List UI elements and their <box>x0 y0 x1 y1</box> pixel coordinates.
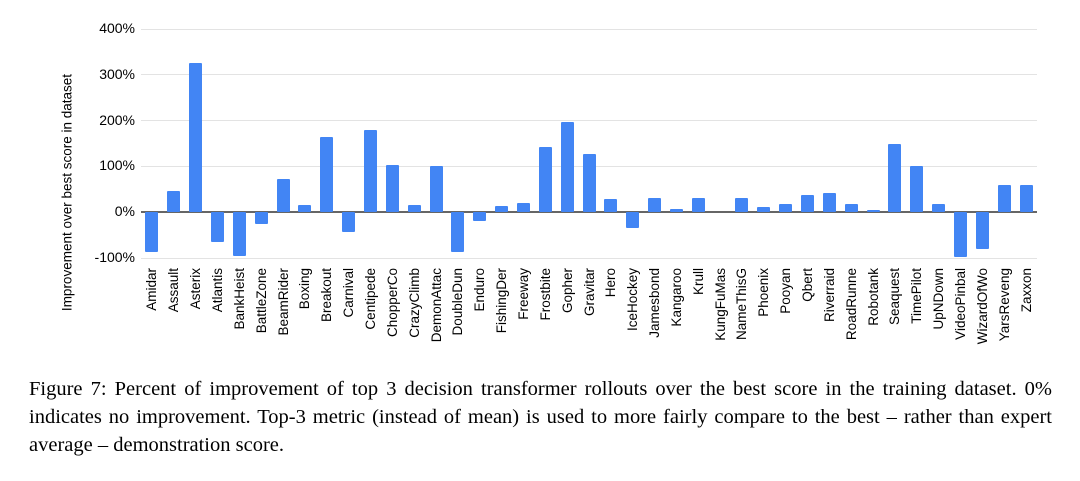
bar-Pooyan <box>779 204 793 213</box>
bar-RoadRunne <box>844 204 858 213</box>
bar-BankHeist <box>232 212 246 257</box>
x-axis-label: BeamRider <box>275 268 291 336</box>
y-tick-label: 300% <box>99 65 135 82</box>
x-axis-label: RoadRunne <box>843 268 859 341</box>
y-tick-label: 100% <box>99 157 135 174</box>
bar-Gopher <box>560 122 574 213</box>
y-tick-label: 0% <box>114 203 135 220</box>
x-axis-label: Zaxxon <box>1018 268 1034 313</box>
x-axis-label: BattleZone <box>253 268 269 334</box>
x-axis-label: Gravitar <box>581 268 597 317</box>
x-axis-label: DemonAttac <box>428 268 444 343</box>
x-axis-label: Qbert <box>800 268 816 302</box>
bar-Jamesbond <box>648 198 662 213</box>
x-axis-label: Amidar <box>144 268 160 311</box>
x-axis-label: Kangaroo <box>668 268 684 327</box>
x-axis-label: IceHockey <box>625 268 641 332</box>
x-axis-label: Gopher <box>559 268 575 314</box>
x-axis-label: Robotank <box>865 268 881 326</box>
bar-Atlantis <box>210 212 224 243</box>
x-axis-label: Centipede <box>362 268 378 330</box>
bar-DemonAttac <box>429 165 443 213</box>
x-axis-label: Krull <box>690 268 706 296</box>
x-axis-label: Freeway <box>515 268 531 320</box>
x-axis-label: Boxing <box>297 268 313 310</box>
x-axis-label: Seaquest <box>887 268 903 326</box>
bar-Kangaroo <box>669 209 683 213</box>
bar-UpNDown <box>932 204 946 213</box>
y-tick-label: -100% <box>94 249 135 265</box>
y-tick-label: 400% <box>99 20 135 36</box>
x-axis-label: Assault <box>166 268 182 313</box>
bar-BeamRider <box>276 179 290 213</box>
bar-YarsReveng <box>997 185 1011 213</box>
gridline <box>141 28 1037 30</box>
x-axis-label: Riverraid <box>821 268 837 323</box>
bar-Seaquest <box>888 144 902 213</box>
bar-VideoPinbal <box>954 212 967 258</box>
x-axis-label: Phoenix <box>756 268 772 317</box>
bar-Gravitar <box>582 154 596 213</box>
bar-Zaxxon <box>1019 185 1033 213</box>
gridline <box>141 257 1037 259</box>
x-axis-label: TimePilot <box>909 268 925 324</box>
x-axis-label: Atlantis <box>209 268 225 313</box>
x-axis-label: FishingDer <box>494 268 510 334</box>
x-axis-label: Frostbite <box>537 268 553 321</box>
x-axis-label: CrazyClimb <box>406 268 422 338</box>
bar-Robotank <box>866 209 880 213</box>
x-axis-label: Pooyan <box>778 268 794 314</box>
bar-Enduro <box>473 212 487 222</box>
bar-Assault <box>167 190 181 213</box>
bar-NameThisG <box>735 198 749 213</box>
bar-Phoenix <box>757 207 771 213</box>
x-axis-label: NameThisG <box>734 268 750 341</box>
bar-IceHockey <box>626 212 640 229</box>
bar-FishingDer <box>495 206 509 213</box>
bar-Breakout <box>320 137 334 213</box>
x-axis-label: Carnival <box>341 268 357 318</box>
plot-area <box>141 28 1037 259</box>
x-axis-label: UpNDown <box>931 268 947 330</box>
bar-Amidar <box>145 212 159 253</box>
bar-Qbert <box>801 194 815 213</box>
bar-WizardOfWo <box>975 212 989 250</box>
x-axis-label: VideoPinbal <box>953 268 968 340</box>
bar-Centipede <box>363 129 377 213</box>
bar-Krull <box>691 198 705 213</box>
bar-Freeway <box>516 202 530 213</box>
x-axis-label: KungFuMas <box>712 268 728 341</box>
gridline <box>141 120 1037 122</box>
x-axis-label: BankHeist <box>231 268 247 330</box>
bar-DoubleDun <box>451 212 465 253</box>
bar-CrazyClimb <box>407 205 421 213</box>
x-axis-label: YarsReveng <box>996 268 1012 342</box>
x-axis-label: Jamesbond <box>647 268 663 338</box>
bar-TimePilot <box>910 165 924 213</box>
bar-Riverraid <box>822 193 836 213</box>
x-axis-label: Enduro <box>472 268 488 312</box>
figure-caption: Figure 7: Percent of improvement of top … <box>29 378 1052 456</box>
zero-baseline <box>141 211 1037 214</box>
y-tick-label: 200% <box>99 111 135 128</box>
bar-Frostbite <box>538 146 552 213</box>
bar-Hero <box>604 199 618 213</box>
x-axis-label: Asterix <box>188 268 204 310</box>
bar-ChopperCo <box>385 165 399 213</box>
bar-BattleZone <box>254 212 268 224</box>
bar-Boxing <box>298 205 312 213</box>
x-axis-label: Hero <box>603 268 619 298</box>
x-axis-label: WizardOfWo <box>974 268 990 345</box>
bar-Carnival <box>342 212 356 232</box>
x-axis-label: Breakout <box>319 268 335 323</box>
x-axis-label: DoubleDun <box>450 268 466 336</box>
x-axis-label: ChopperCo <box>384 268 400 338</box>
gridline <box>141 74 1037 76</box>
bar-Asterix <box>189 63 203 213</box>
y-axis-title: Improvement over best score in dataset <box>59 73 75 312</box>
